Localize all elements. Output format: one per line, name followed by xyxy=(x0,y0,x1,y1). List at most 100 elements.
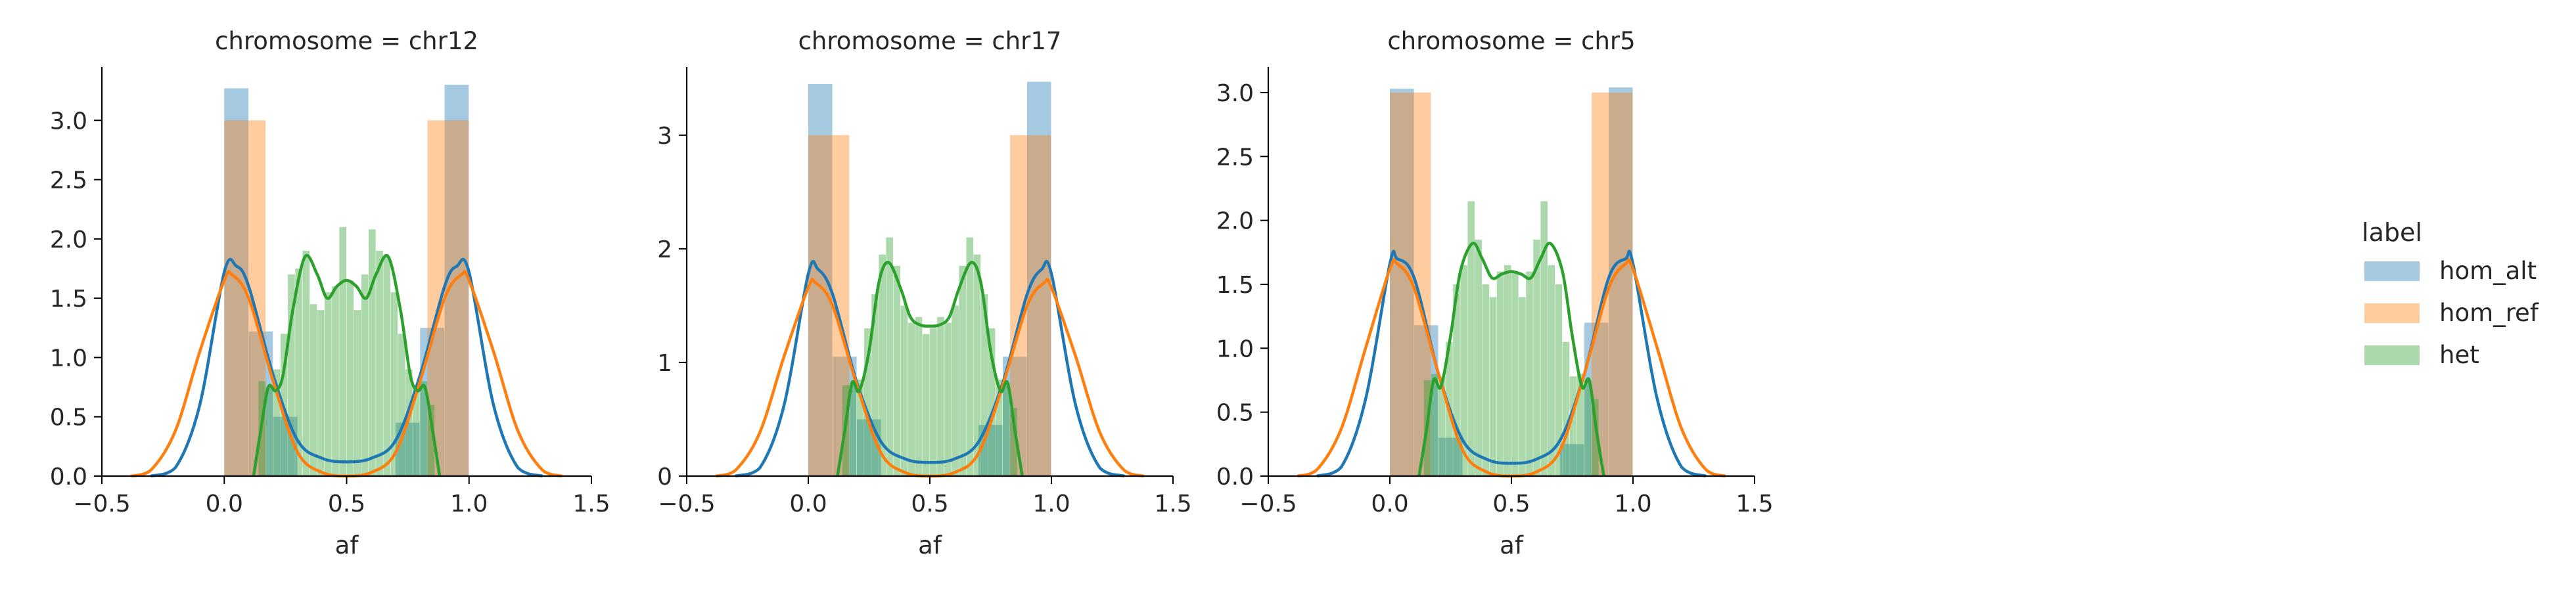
y-tick-label: 0.5 xyxy=(50,405,87,431)
hist-bar-het-11 xyxy=(332,286,339,476)
x-tick-label: 0.5 xyxy=(1492,491,1530,517)
legend-label-hom_alt: hom_alt xyxy=(2439,257,2537,285)
y-tick-label: 3 xyxy=(657,123,672,150)
y-tick-label: 3.0 xyxy=(50,108,87,135)
hist-bar-het-23 xyxy=(1584,380,1592,476)
legend-label-hom_ref: hom_ref xyxy=(2439,299,2539,327)
hist-bar-hom_ref-1 xyxy=(1390,92,1431,476)
hist-bar-hom_alt-1 xyxy=(1390,89,1414,477)
y-tick-label: 1.5 xyxy=(1216,272,1254,299)
hist-bar-het-11 xyxy=(915,317,923,476)
hist-bar-het-5 xyxy=(871,294,879,476)
x-tick-label: 1.0 xyxy=(1614,491,1651,517)
hist-bar-het-15 xyxy=(1526,271,1533,476)
legend-swatch-hom_ref xyxy=(2364,303,2420,323)
hist-bar-het-10 xyxy=(908,322,915,476)
x-tick-label: −0.5 xyxy=(1239,491,1297,517)
hist-bar-het-21 xyxy=(405,369,413,476)
hist-bar-het-13 xyxy=(1511,271,1519,476)
x-tick-label: 1.0 xyxy=(450,491,488,517)
panel-title: chromosome = chr5 xyxy=(1387,27,1635,55)
hist-bar-het-19 xyxy=(973,254,981,476)
hist-bar-het-13 xyxy=(346,280,354,476)
x-tick-label: 1.5 xyxy=(1154,491,1191,517)
hist-bar-het-2 xyxy=(265,387,273,476)
hist-bar-hom_alt-4 xyxy=(1560,444,1584,476)
kde-line-het xyxy=(836,261,1024,477)
hist-bar-het-16 xyxy=(369,229,376,476)
y-tick-label: 2.5 xyxy=(1216,144,1254,171)
hist-bar-het-23 xyxy=(420,381,427,476)
hist-bar-het-6 xyxy=(879,254,886,476)
hist-bar-hom_alt-1 xyxy=(224,88,248,477)
hist-bar-het-20 xyxy=(1562,341,1570,476)
y-tick-label: 0.5 xyxy=(1216,400,1254,427)
y-tick-label: 2.0 xyxy=(50,227,87,253)
hist-bar-het-10 xyxy=(1489,297,1497,476)
x-tick-label: 0.5 xyxy=(911,491,948,517)
hist-bar-het-3 xyxy=(1438,376,1446,476)
hist-bar-het-2 xyxy=(1431,374,1438,476)
hist-bar-het-3 xyxy=(857,379,864,476)
hist-bar-het-13 xyxy=(930,328,937,476)
hist-bar-het-19 xyxy=(390,292,398,476)
hist-bar-hom_alt-2 xyxy=(833,357,857,476)
hist-bar-het-5 xyxy=(1453,284,1460,476)
y-tick-label: 1.0 xyxy=(50,345,87,372)
hist-bar-het-23 xyxy=(1003,383,1010,476)
hist-bar-hom_alt-6 xyxy=(444,85,469,476)
x-tick-label: 1.5 xyxy=(572,491,610,517)
hist-bar-het-14 xyxy=(1519,297,1526,476)
hist-bar-het-14 xyxy=(354,310,361,476)
hist-bar-het-21 xyxy=(988,328,996,476)
legend-label-het: het xyxy=(2439,341,2479,369)
panel-3: −0.5 0.0 0.5 1.0 1.50.00.51.01.52.02.53.0chr… xyxy=(1216,27,1774,559)
hist-bar-het-9 xyxy=(317,310,325,476)
x-axis-label: af xyxy=(918,531,942,559)
y-tick-label: 1 xyxy=(657,350,672,377)
y-tick-label: 0.0 xyxy=(1216,464,1254,491)
hist-bar-het-8 xyxy=(893,265,901,476)
hist-bar-het-22 xyxy=(995,379,1003,476)
y-tick-label: 0 xyxy=(657,464,672,491)
hist-bar-het-12 xyxy=(922,334,930,476)
hist-bar-hom_alt-2 xyxy=(1414,325,1438,476)
hist-bar-het-24 xyxy=(1592,399,1599,476)
hist-bar-hom_ref-2 xyxy=(1592,92,1633,476)
hist-bar-het-24 xyxy=(427,405,435,476)
x-tick-label: −0.5 xyxy=(73,491,130,517)
hist-bar-het-4 xyxy=(864,328,871,476)
hist-bar-het-8 xyxy=(310,304,317,476)
y-tick-label: 2.5 xyxy=(50,167,87,194)
hist-bar-het-24 xyxy=(1010,408,1017,476)
hist-bar-het-3 xyxy=(273,369,281,476)
x-tick-label: 0.0 xyxy=(1371,491,1408,517)
hist-bar-het-22 xyxy=(1576,374,1584,476)
x-tick-label: 0.5 xyxy=(328,491,365,517)
hist-bar-het-9 xyxy=(1482,284,1490,476)
hist-bar-hom_alt-5 xyxy=(1584,322,1609,476)
y-tick-label: 1.5 xyxy=(50,286,87,313)
hist-bar-het-2 xyxy=(849,383,857,476)
hist-bar-het-9 xyxy=(900,305,908,476)
hist-bar-het-17 xyxy=(959,265,966,476)
hist-bar-het-20 xyxy=(980,294,988,476)
y-tick-label: 1.0 xyxy=(1216,336,1254,362)
x-tick-label: 1.5 xyxy=(1736,491,1773,517)
y-tick-label: 2.0 xyxy=(1216,208,1254,235)
hist-bar-het-5 xyxy=(288,274,295,476)
hist-bar-het-18 xyxy=(1548,265,1555,476)
y-tick-label: 0.0 xyxy=(50,464,87,491)
hist-bar-hom_ref-1 xyxy=(224,120,266,476)
y-tick-label: 3.0 xyxy=(1216,80,1254,107)
panel-title: chromosome = chr12 xyxy=(215,27,478,55)
hist-bar-het-7 xyxy=(1467,201,1475,476)
hist-bar-het-15 xyxy=(361,274,369,476)
hist-bar-het-18 xyxy=(966,237,974,476)
hist-bar-het-20 xyxy=(398,334,405,476)
kde-line-het xyxy=(252,253,442,477)
hist-bar-het-17 xyxy=(1540,201,1548,476)
panel-1: −0.5 0.0 0.5 1.0 1.50.00.51.01.52.02.53.0chr… xyxy=(50,27,610,559)
hist-bar-hom_ref-2 xyxy=(427,120,469,476)
